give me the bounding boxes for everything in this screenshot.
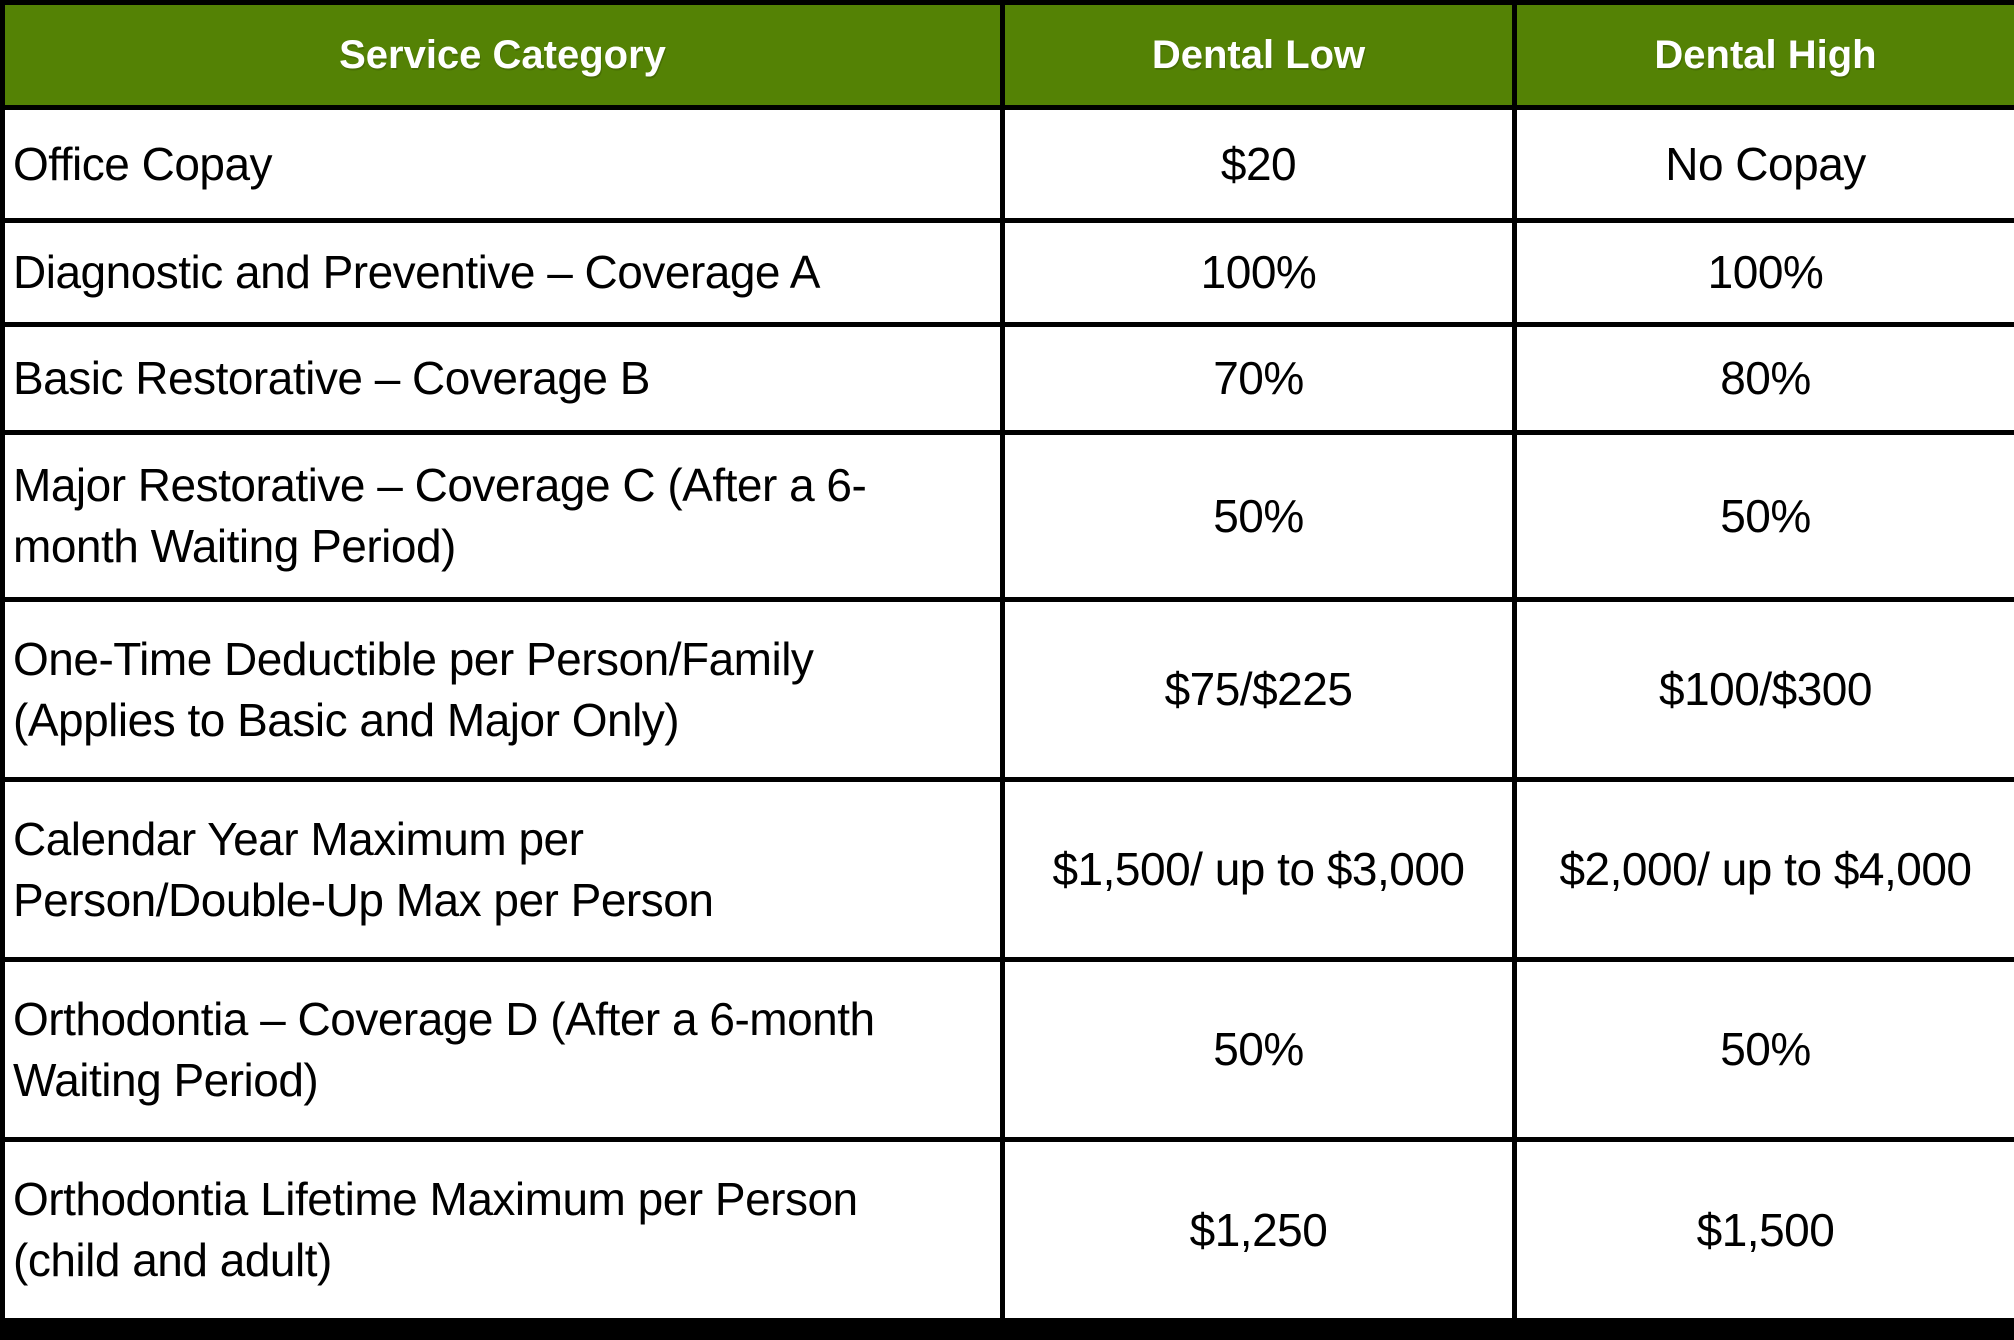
column-header-dental-low: Dental Low [1000, 0, 1517, 110]
cell-dental-low-value: $1,500/ up to $3,000 [1000, 777, 1517, 962]
table-row: Basic Restorative – Coverage B 70% 80% [0, 322, 2014, 435]
cell-dental-high-value: $1,500 [1512, 1137, 2014, 1323]
table-body: Office Copay $20 No Copay Diagnostic and… [0, 105, 2014, 1323]
cell-dental-high-value: 80% [1512, 322, 2014, 435]
table-row: Major Restorative – Coverage C (After a … [0, 430, 2014, 602]
cell-category: Office Copay [0, 105, 1005, 223]
table-row: Orthodontia Lifetime Maximum per Person … [0, 1137, 2014, 1323]
cell-dental-high-value: $100/$300 [1512, 597, 2014, 782]
cell-category: Basic Restorative – Coverage B [0, 322, 1005, 435]
cell-dental-low-value: $75/$225 [1000, 597, 1517, 782]
cell-dental-high-value: 100% [1512, 218, 2014, 327]
table-row: Diagnostic and Preventive – Coverage A 1… [0, 218, 2014, 327]
cell-dental-high-value: $2,000/ up to $4,000 [1512, 777, 2014, 962]
table-row: Orthodontia – Coverage D (After a 6-mont… [0, 957, 2014, 1142]
cell-category: One-Time Deductible per Person/Family (A… [0, 597, 1005, 782]
header-row: Service Category Dental Low Dental High [0, 0, 2014, 110]
cell-dental-low-value: 50% [1000, 430, 1517, 602]
cell-category: Major Restorative – Coverage C (After a … [0, 430, 1005, 602]
table-row: Calendar Year Maximum per Person/Double-… [0, 777, 2014, 962]
cell-dental-low-value: 70% [1000, 322, 1517, 435]
table-row: Office Copay $20 No Copay [0, 105, 2014, 223]
cell-dental-low-value: $20 [1000, 105, 1517, 223]
cell-category: Diagnostic and Preventive – Coverage A [0, 218, 1005, 327]
cell-dental-high-value: No Copay [1512, 105, 2014, 223]
cell-dental-high-value: 50% [1512, 430, 2014, 602]
table-header: Service Category Dental Low Dental High [0, 0, 2014, 110]
cell-category: Calendar Year Maximum per Person/Double-… [0, 777, 1005, 962]
table-row: One-Time Deductible per Person/Family (A… [0, 597, 2014, 782]
cell-dental-high-value: 50% [1512, 957, 2014, 1142]
cell-dental-low-value: 100% [1000, 218, 1517, 327]
column-header-dental-high: Dental High [1512, 0, 2014, 110]
cell-dental-low-value: 50% [1000, 957, 1517, 1142]
cell-dental-low-value: $1,250 [1000, 1137, 1517, 1323]
column-header-service-category: Service Category [0, 0, 1005, 110]
cell-category: Orthodontia – Coverage D (After a 6-mont… [0, 957, 1005, 1142]
cell-category: Orthodontia Lifetime Maximum per Person … [0, 1137, 1005, 1323]
